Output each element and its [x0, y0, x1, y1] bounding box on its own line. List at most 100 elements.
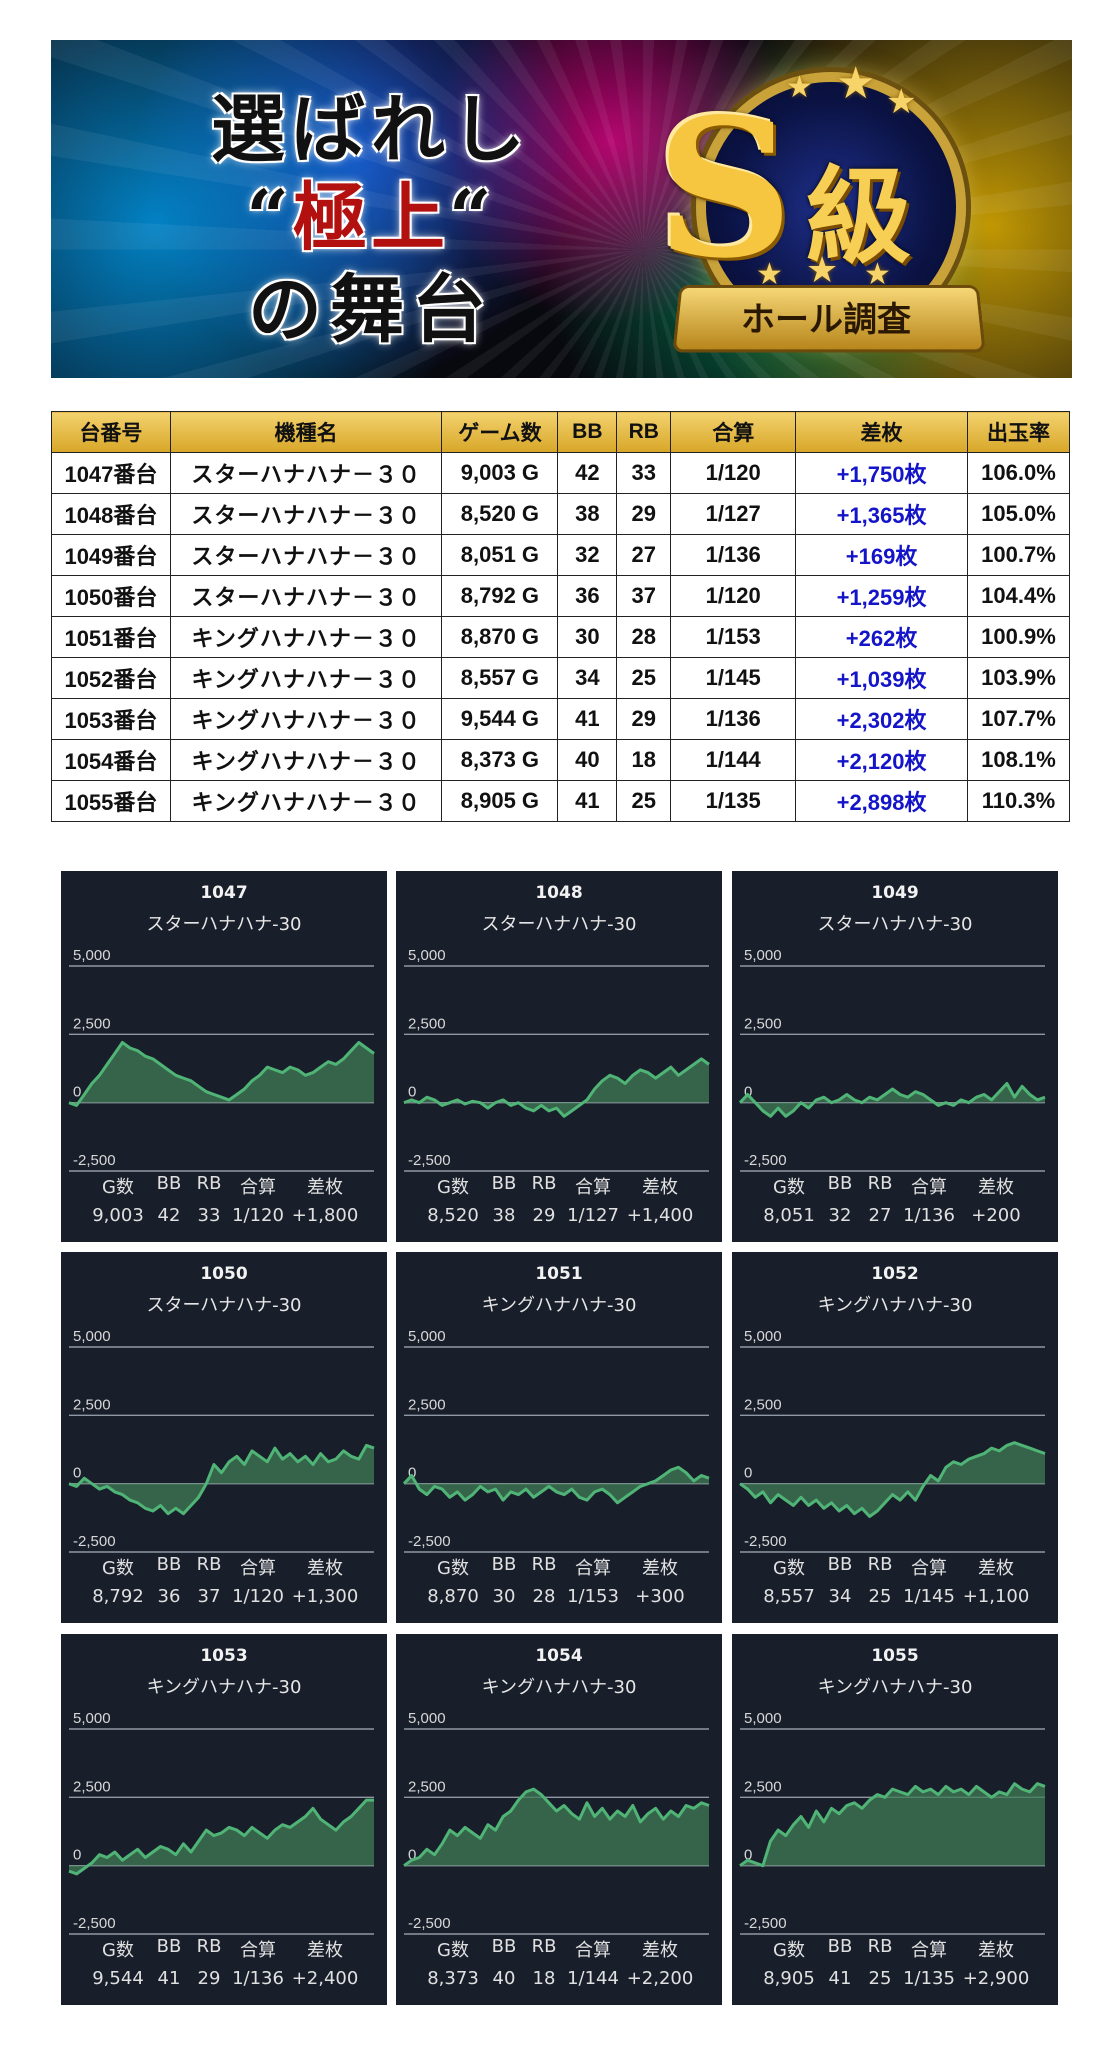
cell-rb: 29 [616, 493, 672, 535]
stat-value: 41 [157, 1968, 181, 1989]
stat-label: 合算 [240, 1177, 276, 1198]
stat-label: 差枚 [642, 1940, 678, 1961]
series-area [404, 1789, 709, 1866]
y-tick-label: -2,500 [408, 1152, 451, 1169]
y-tick-label: 0 [408, 1847, 416, 1864]
cell-model: キングハナハナ－３０ [169, 739, 443, 781]
y-tick-label: 2,500 [408, 1015, 446, 1032]
machine-chart-card: 1054 キングハナハナ-30 5,000 2,500 0 -2,500 G数 BB RB 合算 差… [396, 1634, 722, 2005]
header-model: 機種名 [169, 411, 443, 453]
stat-value: 25 [868, 1968, 892, 1989]
stat-value: 37 [197, 1586, 221, 1607]
stat-value: 1/136 [903, 1205, 955, 1226]
chart-subtitle: キングハナハナ-30 [481, 1295, 637, 1316]
stat-label: 合算 [575, 1940, 611, 1961]
s-class-emblem: ★ ★ ★ S 級 ★ ★ ★ ホール調査 [636, 52, 1016, 372]
stat-value: +200 [971, 1205, 1021, 1226]
stat-value: +300 [635, 1586, 685, 1607]
cell-bb: 42 [557, 452, 618, 494]
stat-label: 差枚 [978, 1940, 1014, 1961]
star-icon: ★ [836, 58, 876, 109]
chart-title: 1051 [535, 1264, 583, 1284]
cell-games: 8,520 G [441, 493, 559, 535]
stat-value: +1,100 [962, 1586, 1030, 1607]
stat-value: 40 [492, 1968, 516, 1989]
table-body: 1047番台 スターハナハナ－３０ 9,003 G 42 33 1/120 +1,750枚 1… [51, 452, 1071, 822]
stat-label: RB [867, 1173, 893, 1194]
stat-value: 42 [157, 1205, 181, 1226]
chart-plot: 5,000 2,500 0 -2,500 [68, 1710, 375, 1935]
cell-bb: 41 [557, 780, 618, 822]
chart-plot: 5,000 2,500 0 -2,500 [402, 1328, 710, 1553]
chart-subtitle: キングハナハナ-30 [817, 1295, 973, 1316]
chart-title: 1049 [871, 883, 919, 903]
cell-model: キングハナハナ－３０ [169, 657, 443, 699]
y-tick-label: 5,000 [73, 947, 111, 964]
cell-unit-number: 1053番台 [51, 698, 171, 740]
cell-combined: 1/127 [670, 493, 797, 535]
cell-unit-number: 1049番台 [51, 534, 171, 576]
cell-model: スターハナハナ－３０ [169, 575, 443, 617]
y-tick-label: 0 [744, 1465, 752, 1482]
cell-combined: 1/120 [670, 452, 797, 494]
stat-value: 8,373 [427, 1968, 479, 1989]
stat-value: 1/153 [567, 1586, 619, 1607]
cell-difference: +1,039枚 [795, 657, 968, 699]
stat-label: 合算 [240, 1558, 276, 1579]
chart-title: 1047 [200, 883, 248, 903]
cell-rb: 28 [616, 616, 672, 658]
y-tick-label: 0 [408, 1084, 416, 1101]
star-icon: ★ [886, 82, 917, 122]
y-tick-label: 5,000 [744, 947, 782, 964]
y-tick-label: -2,500 [408, 1915, 451, 1932]
machine-chart-card: 1055 キングハナハナ-30 5,000 2,500 0 -2,500 G数 BB RB 合算 差… [732, 1634, 1058, 2005]
y-tick-label: 5,000 [744, 1328, 782, 1345]
stat-label: G数 [437, 1177, 469, 1198]
cell-difference: +169枚 [795, 534, 968, 576]
stat-label: G数 [102, 1940, 134, 1961]
y-tick-label: -2,500 [73, 1533, 116, 1550]
cell-bb: 36 [557, 575, 618, 617]
cell-difference: +2,302枚 [795, 698, 968, 740]
cell-games: 8,870 G [441, 616, 559, 658]
stat-label: BB [156, 1554, 182, 1575]
series-area [740, 1083, 1045, 1117]
y-tick-label: 0 [744, 1847, 752, 1864]
cell-combined: 1/144 [670, 739, 797, 781]
chart-title: 1050 [200, 1264, 248, 1284]
cell-payout-rate: 108.1% [966, 739, 1071, 781]
series-area [69, 1042, 374, 1106]
y-tick-label: 2,500 [744, 1396, 782, 1413]
cell-unit-number: 1048番台 [51, 493, 171, 535]
cell-combined: 1/153 [670, 616, 797, 658]
stat-value: 27 [868, 1205, 892, 1226]
cell-bb: 41 [557, 698, 618, 740]
table-row: 1049番台 スターハナハナ－３０ 8,051 G 32 27 1/136 +169枚 100… [51, 534, 1071, 576]
stat-label: G数 [437, 1558, 469, 1579]
chart-title: 1048 [535, 883, 583, 903]
star-icon: ★ [806, 250, 839, 291]
slogan-line-1: 選ばれし [211, 87, 531, 173]
stat-value: +2,200 [626, 1968, 694, 1989]
stat-value: +2,400 [291, 1968, 359, 1989]
stat-value: 8,792 [92, 1586, 144, 1607]
chart-plot: 5,000 2,500 0 -2,500 [403, 1710, 710, 1935]
stat-value: +1,800 [291, 1205, 359, 1226]
slogan-line-3: の舞台 [248, 267, 494, 353]
series-area [69, 1800, 374, 1874]
machine-chart-card: 1049 スターハナハナ-30 5,000 2,500 0 -2,500 G数 BB RB 合算 差… [732, 871, 1058, 1242]
machine-chart-card: 1053 キングハナハナ-30 5,000 2,500 0 -2,500 G数 BB RB 合算 差… [61, 1634, 387, 2005]
stat-label: G数 [102, 1177, 134, 1198]
cell-unit-number: 1047番台 [51, 452, 171, 494]
stat-value: 1/120 [232, 1205, 284, 1226]
header-bb: BB [557, 411, 618, 453]
table-row: 1054番台 キングハナハナ－３０ 8,373 G 40 18 1/144 +2,120枚 1… [51, 739, 1071, 781]
y-tick-label: 0 [744, 1084, 752, 1101]
cell-unit-number: 1055番台 [51, 780, 171, 822]
stat-label: BB [491, 1936, 517, 1957]
stat-label: G数 [773, 1177, 805, 1198]
cell-combined: 1/120 [670, 575, 797, 617]
cell-difference: +2,120枚 [795, 739, 968, 781]
stat-value: 29 [532, 1205, 556, 1226]
cell-games: 9,544 G [441, 698, 559, 740]
